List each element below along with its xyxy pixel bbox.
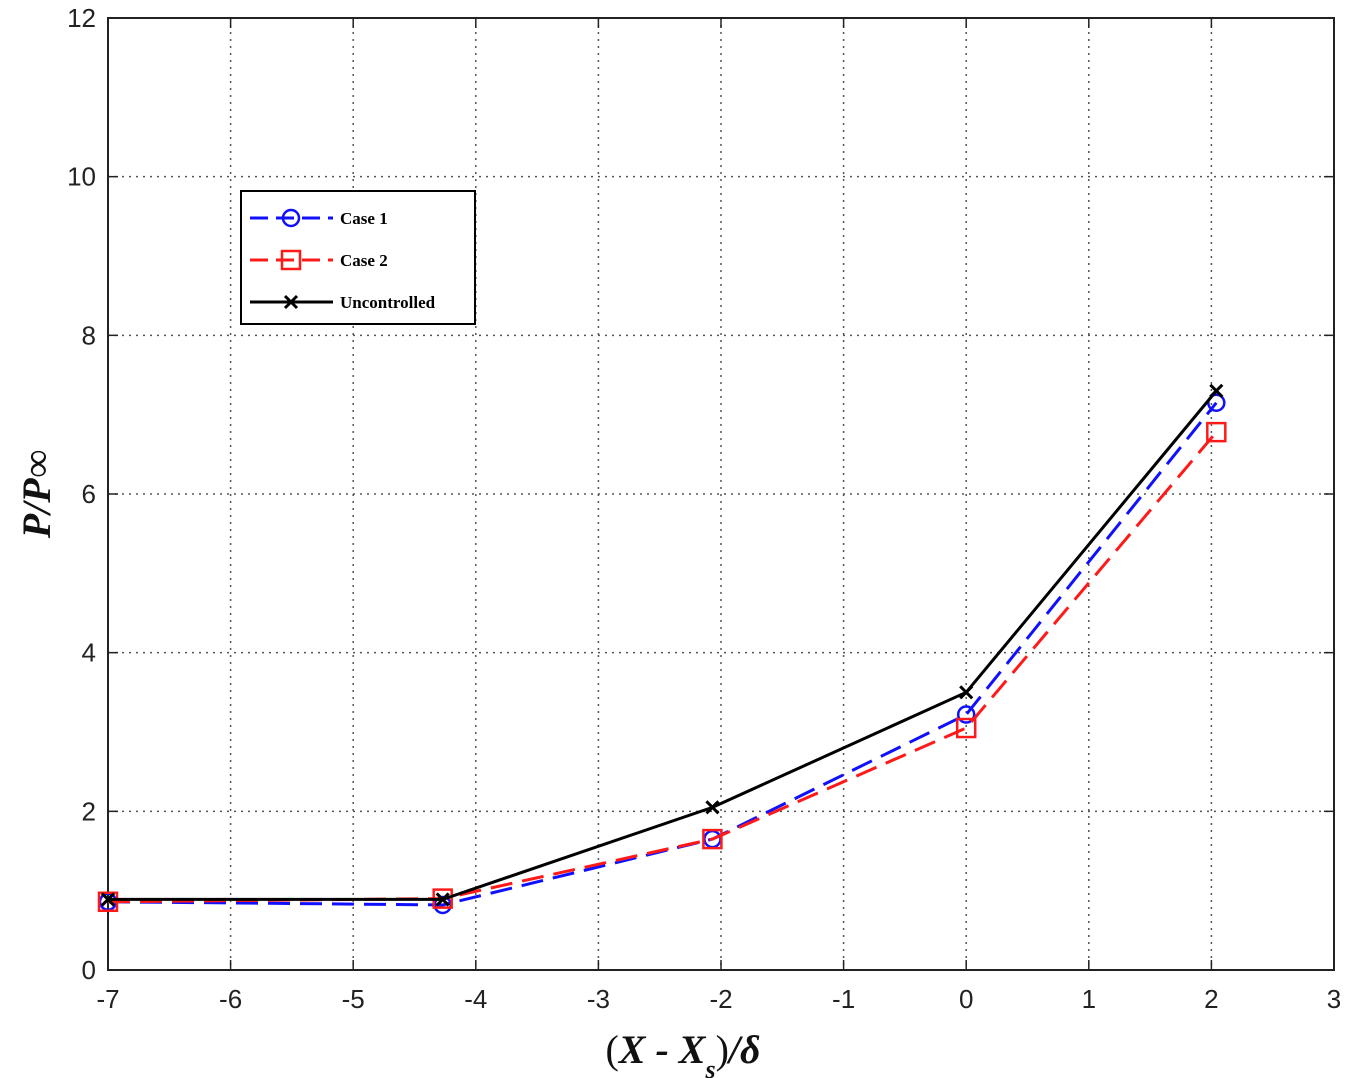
legend-item: Case 2 <box>250 249 388 271</box>
data-point <box>100 892 116 907</box>
y-tick-label: 10 <box>67 162 96 192</box>
legend-marker <box>280 249 302 271</box>
legend-marker <box>281 208 301 228</box>
x-tick-label: -6 <box>219 984 242 1014</box>
y-tick-label: 2 <box>82 796 96 826</box>
x-tick-label: -5 <box>342 984 365 1014</box>
data-point <box>435 892 450 907</box>
legend-label: Case 1 <box>340 209 388 228</box>
series-line <box>107 431 1218 904</box>
legend-item: Case 1 <box>250 208 388 228</box>
y-axis-title: P/P∞ <box>14 450 59 540</box>
y-tick-label: 0 <box>82 955 96 985</box>
series-case-2 <box>97 421 1227 913</box>
data-point <box>956 705 976 724</box>
data-point <box>702 828 723 850</box>
y-tick-label: 4 <box>82 638 96 668</box>
legend-label: Case 2 <box>340 251 388 270</box>
legend: Case 1 Case 2 Uncontrolled <box>240 190 476 325</box>
x-tick-label: -3 <box>587 984 610 1014</box>
data-point <box>705 800 720 815</box>
x-tick-label: -7 <box>96 984 119 1014</box>
series-group <box>97 383 1227 915</box>
data-point <box>955 717 977 739</box>
series-line <box>107 401 1218 907</box>
grid-lines <box>108 18 1334 970</box>
series-uncontrolled <box>100 383 1224 907</box>
data-point <box>1206 421 1227 443</box>
legend-label: Uncontrolled <box>340 293 436 312</box>
x-tick-label: 3 <box>1327 984 1341 1014</box>
y-tick-label: 12 <box>67 3 96 33</box>
legend-item: Uncontrolled <box>250 293 436 312</box>
x-axis-title: (X - Xs)/δ <box>605 1027 760 1078</box>
data-point <box>97 891 119 913</box>
x-tick-label: -4 <box>464 984 487 1014</box>
x-tick-label: -2 <box>709 984 732 1014</box>
x-tick-label: 2 <box>1204 984 1218 1014</box>
x-tick-label: -1 <box>832 984 855 1014</box>
x-tick-label: 1 <box>1082 984 1096 1014</box>
y-tick-label: 6 <box>82 479 96 509</box>
legend-marker <box>283 294 299 310</box>
data-point <box>959 685 974 700</box>
y-tick-label: 8 <box>82 320 96 350</box>
series-case-1 <box>98 393 1226 915</box>
data-point <box>1209 383 1224 398</box>
series-line <box>108 389 1218 901</box>
x-tick-label: 0 <box>959 984 973 1014</box>
